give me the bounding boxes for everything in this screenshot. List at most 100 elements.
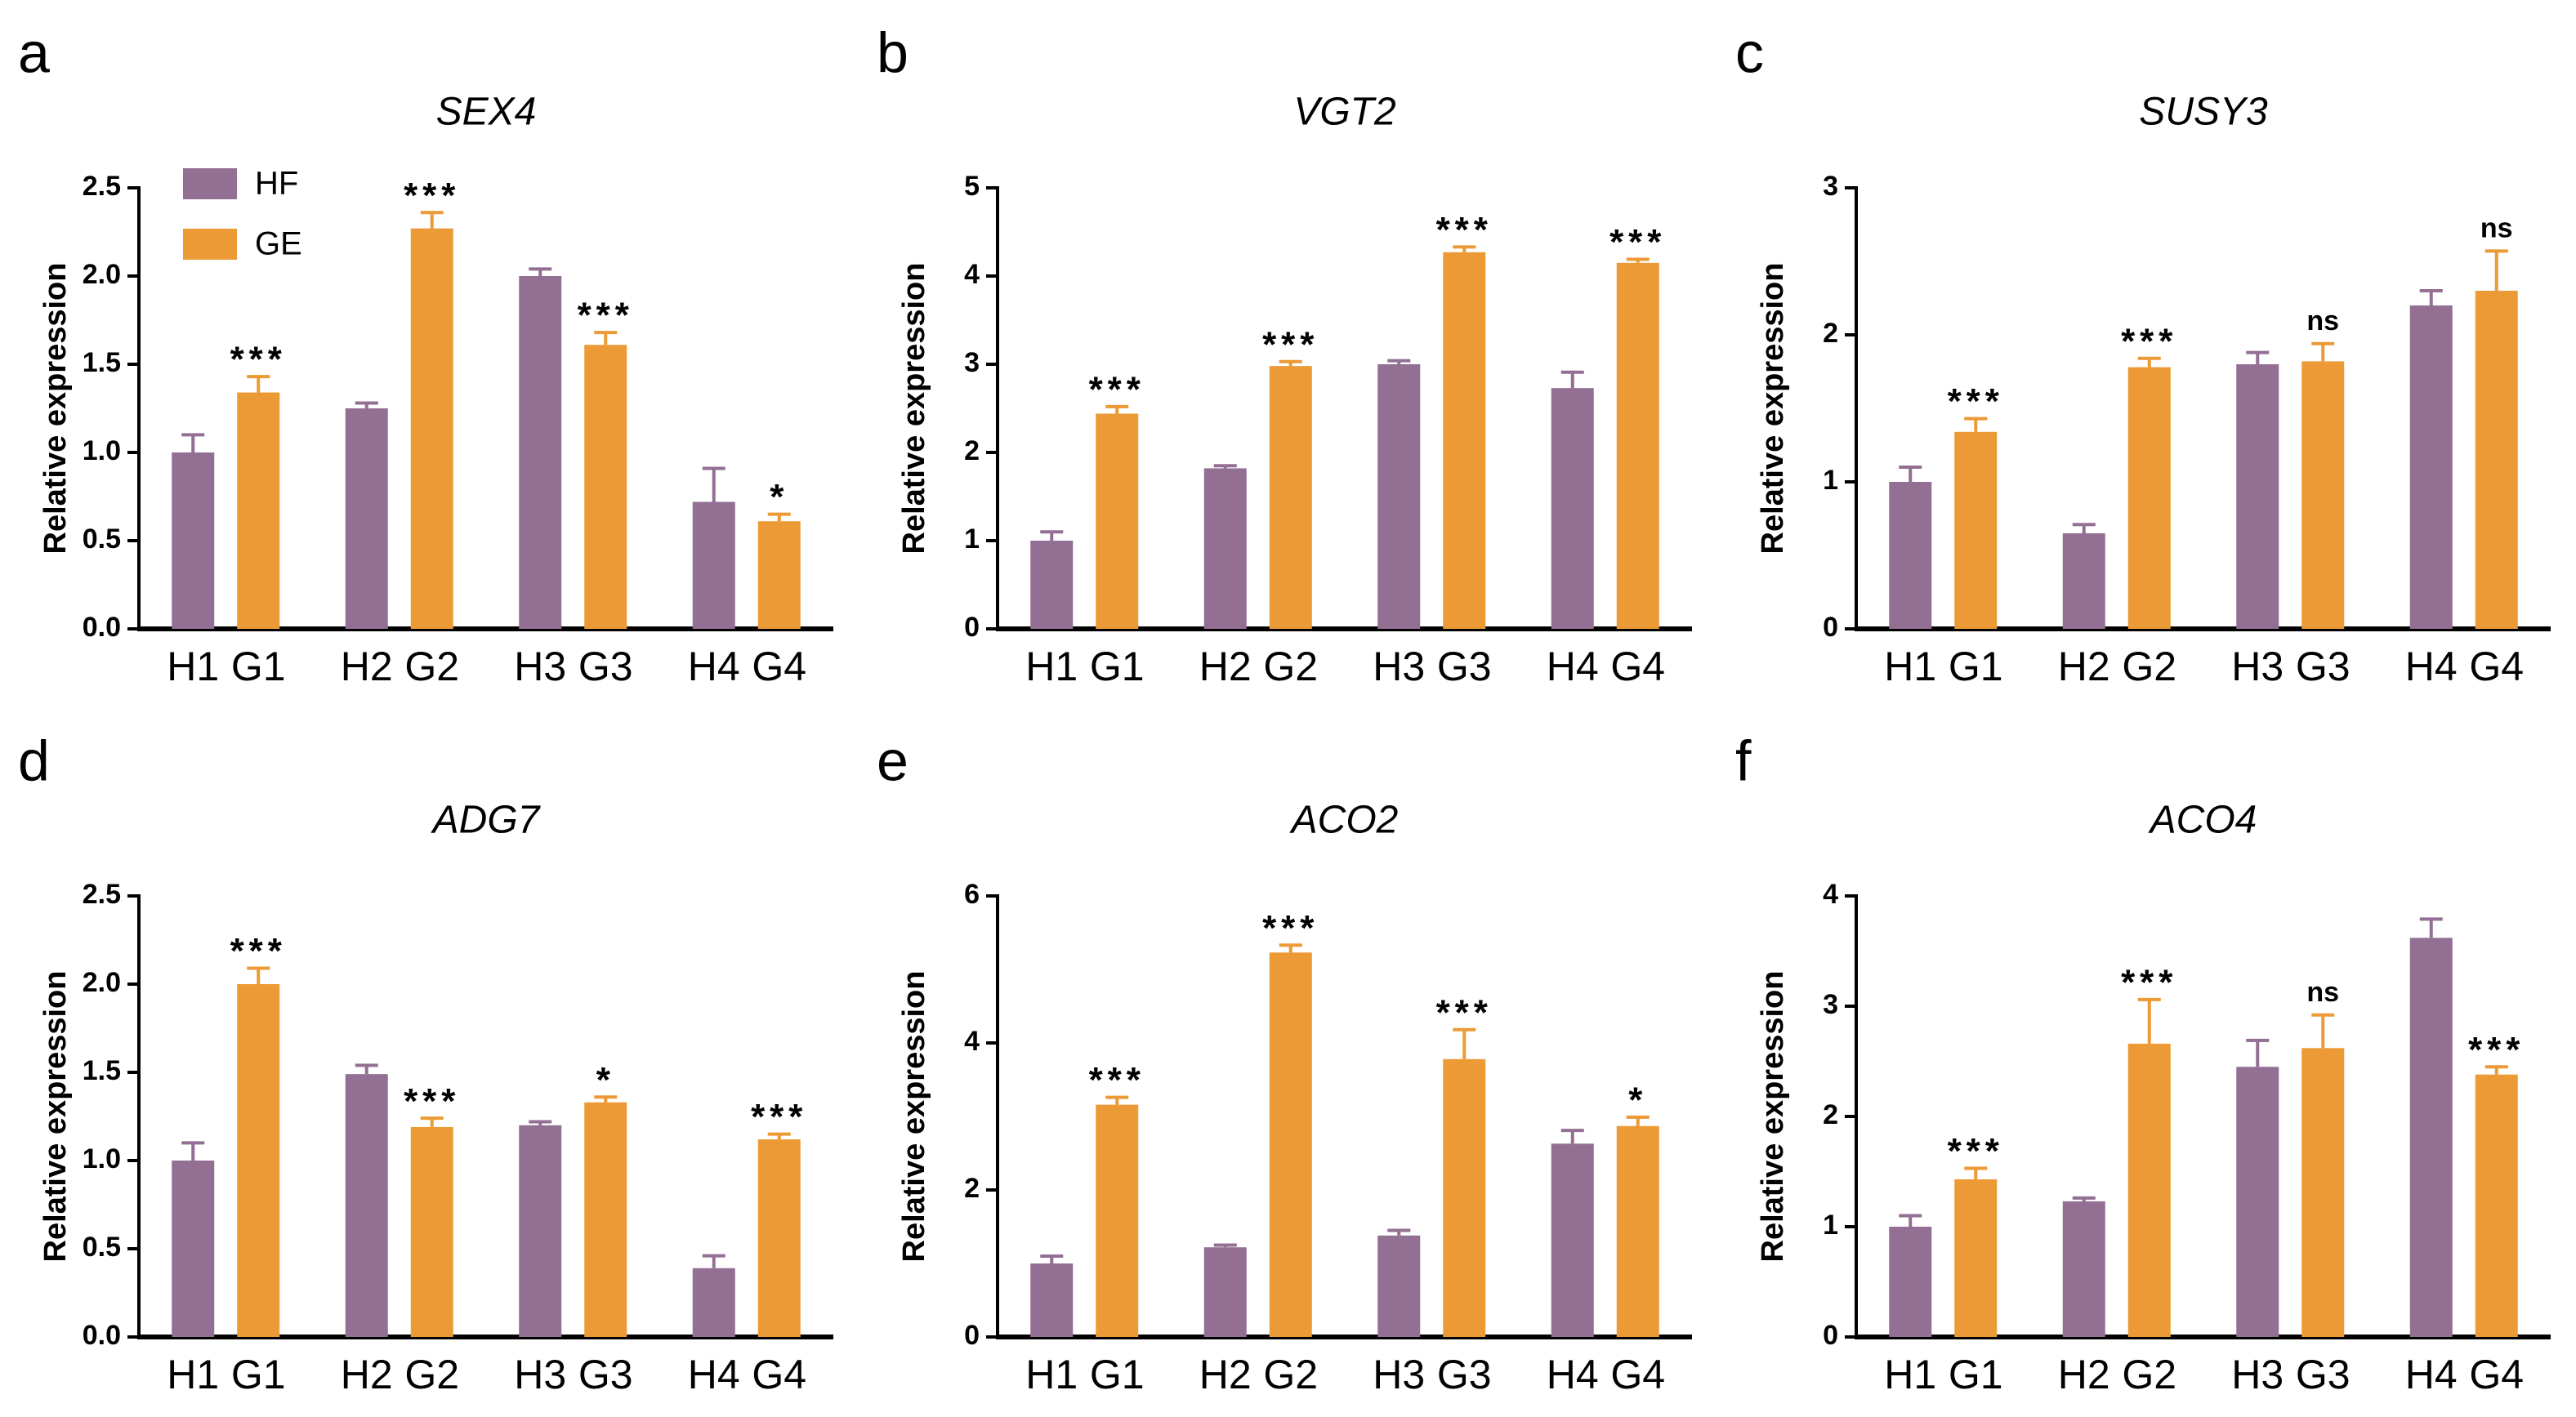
- x-tick-label: G2: [404, 644, 459, 689]
- bar: [1889, 482, 1932, 629]
- bar: [2301, 361, 2345, 629]
- x-tick-label: H2: [2058, 1352, 2110, 1397]
- y-tick-label: 1.0: [83, 1143, 121, 1174]
- panel-letter: c: [1735, 20, 1764, 84]
- bar: [2062, 1201, 2105, 1337]
- y-tick-label: 1.0: [83, 435, 121, 466]
- x-tick-label: H4: [688, 644, 740, 689]
- bar: [1616, 1125, 1659, 1337]
- y-tick-label: 2.0: [83, 259, 121, 290]
- bar: [692, 1268, 735, 1337]
- significance-label: ***: [230, 340, 287, 380]
- x-tick-label: G3: [578, 1352, 633, 1397]
- bar: [410, 1126, 453, 1337]
- x-tick-label: H3: [514, 1352, 566, 1397]
- panel-letter: a: [18, 20, 50, 84]
- y-axis-label: Relative expression: [38, 971, 73, 1263]
- bar: [1954, 1179, 1998, 1337]
- legend-swatch: [183, 229, 237, 260]
- significance-label: ***: [1262, 908, 1319, 948]
- x-tick-label: G2: [2122, 644, 2176, 689]
- y-tick-label: 0.0: [83, 1320, 121, 1351]
- bar: [519, 1125, 562, 1337]
- y-tick-label: 2: [1823, 318, 1838, 349]
- y-axis-label: Relative expression: [38, 263, 73, 555]
- bar: [1096, 413, 1139, 629]
- bar: [519, 276, 562, 629]
- bar: [2301, 1048, 2345, 1337]
- chart-title: VGT2: [1293, 91, 1395, 134]
- x-tick-label: G1: [1949, 644, 2003, 689]
- x-tick-label: H2: [2058, 644, 2110, 689]
- x-tick-label: H2: [341, 1352, 393, 1397]
- bar: [757, 1139, 801, 1337]
- x-tick-label: H3: [1373, 1352, 1425, 1397]
- panel: c SUSY3 Relative expression 0 1 2 3 H1 H2 H3 H4 G1 *…: [1735, 20, 2551, 689]
- bar: [757, 521, 801, 629]
- panel: d ADG7 Relative expression 0.0 0.5 1.0 1.5 2.0 2…: [18, 729, 833, 1397]
- bar: [1030, 541, 1074, 629]
- chart-title: ADG7: [431, 799, 542, 842]
- x-tick-label: H3: [1373, 644, 1425, 689]
- y-tick-label: 3: [964, 347, 980, 378]
- y-tick-label: 5: [964, 171, 980, 202]
- significance-label: ***: [1948, 381, 2004, 421]
- bar: [1203, 468, 1247, 629]
- bar: [2236, 364, 2279, 629]
- x-tick-label: H2: [1199, 1352, 1252, 1397]
- significance-label: ***: [1089, 369, 1145, 409]
- bar: [1377, 364, 1421, 629]
- x-tick-label: G2: [1263, 644, 1318, 689]
- significance-label: ***: [404, 176, 460, 216]
- x-tick-label: H1: [167, 644, 219, 689]
- y-tick-label: 0.5: [83, 1232, 121, 1263]
- y-tick-label: 1: [1823, 465, 1838, 496]
- y-tick-label: 4: [1823, 879, 1838, 910]
- significance-label: ns: [2306, 305, 2339, 336]
- bar: [1030, 1263, 1074, 1337]
- x-tick-label: G3: [1437, 644, 1492, 689]
- y-tick-label: 1: [1823, 1210, 1838, 1241]
- x-tick-label: H4: [2405, 644, 2458, 689]
- bar: [2127, 367, 2171, 629]
- significance-label: ***: [1436, 210, 1493, 250]
- significance-label: ns: [2306, 977, 2339, 1008]
- x-tick-label: G1: [1090, 644, 1145, 689]
- significance-label: *: [770, 477, 788, 517]
- bar: [1096, 1104, 1139, 1337]
- y-tick-label: 1: [964, 524, 980, 555]
- significance-label: ***: [1609, 222, 1666, 262]
- y-tick-label: 2.0: [83, 967, 121, 998]
- significance-label: ***: [2121, 321, 2177, 361]
- panel-letter: b: [877, 20, 909, 84]
- x-tick-label: H1: [1025, 1352, 1078, 1397]
- y-tick-label: 3: [1823, 171, 1838, 202]
- y-tick-label: 1.5: [83, 1055, 121, 1086]
- bar: [2127, 1043, 2171, 1337]
- chart-title: ACO2: [1289, 799, 1399, 842]
- bar: [692, 501, 735, 629]
- y-axis-label: Relative expression: [897, 263, 931, 555]
- legend-label: GE: [255, 226, 302, 262]
- significance-label: ***: [578, 296, 634, 336]
- bar: [237, 984, 280, 1337]
- bar: [1551, 1143, 1594, 1337]
- bar: [1889, 1227, 1932, 1337]
- x-tick-label: H4: [688, 1352, 740, 1397]
- significance-label: ***: [2468, 1030, 2525, 1070]
- x-tick-label: H1: [1025, 644, 1078, 689]
- panel: f ACO4 Relative expression 0 1 2 3 4 H1 H2 H3 H4 G1 *…: [1735, 729, 2551, 1397]
- x-tick-label: G4: [752, 644, 806, 689]
- x-tick-label: H3: [2231, 1352, 2284, 1397]
- bar: [1443, 252, 1486, 629]
- significance-label: ***: [1436, 992, 1493, 1032]
- bar: [345, 408, 388, 629]
- x-tick-label: H1: [1884, 644, 1936, 689]
- y-tick-label: 0: [1823, 612, 1838, 643]
- x-tick-label: H1: [1884, 1352, 1936, 1397]
- y-tick-label: 6: [964, 879, 980, 910]
- panel-letter: d: [18, 729, 50, 792]
- chart-title: SEX4: [436, 91, 537, 134]
